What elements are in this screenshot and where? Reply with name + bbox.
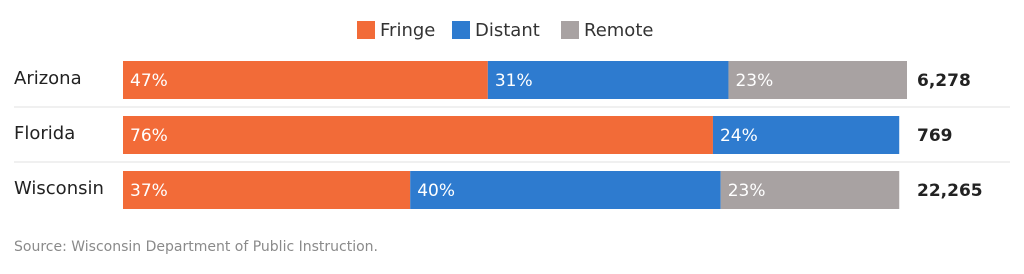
bar-segment — [487, 61, 729, 99]
total-label: 769 — [917, 126, 953, 146]
bar-segment — [720, 171, 900, 209]
legend-swatch — [561, 21, 579, 39]
legend-swatch — [452, 21, 470, 39]
bar-segment — [123, 171, 411, 209]
value-label: 24% — [720, 126, 758, 146]
legend-swatch — [357, 21, 375, 39]
category-label: Arizona — [14, 68, 82, 89]
value-label: 37% — [130, 181, 168, 201]
bar-segment — [410, 171, 721, 209]
bar-segment — [728, 61, 907, 99]
total-label: 6,278 — [917, 71, 971, 91]
legend-label: Fringe — [380, 20, 435, 41]
source: Source: Wisconsin Department of Public I… — [14, 239, 378, 255]
legend-label: Distant — [475, 20, 540, 41]
value-label: 76% — [130, 126, 168, 146]
bar-segment — [712, 116, 900, 154]
category-label: Florida — [14, 123, 75, 144]
bar-segment — [123, 116, 713, 154]
value-label: 31% — [495, 71, 533, 91]
total-label: 22,265 — [917, 181, 983, 201]
bar-segment — [123, 61, 488, 99]
value-label: 23% — [728, 181, 766, 201]
legend-label: Remote — [584, 20, 653, 41]
value-label: 47% — [130, 71, 168, 91]
category-label: Wisconsin — [14, 178, 104, 199]
value-label: 40% — [417, 181, 455, 201]
value-label: 23% — [735, 71, 773, 91]
